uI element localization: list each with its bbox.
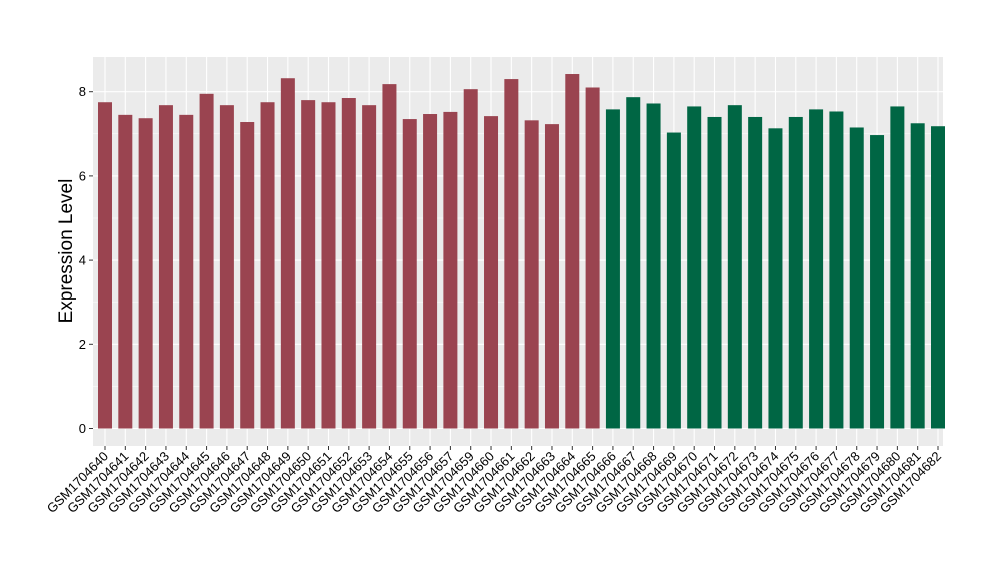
bar (341, 98, 356, 429)
bar (849, 127, 864, 429)
bar (727, 105, 742, 429)
y-tick-label: 4 (79, 253, 86, 268)
bar (280, 78, 295, 429)
bar (524, 120, 539, 429)
y-tick-label: 8 (79, 84, 86, 99)
bar (544, 124, 559, 429)
bar (463, 89, 478, 429)
bar (788, 116, 803, 429)
y-axis: 0 2 4 6 8 (79, 84, 93, 436)
bar (504, 79, 519, 429)
bar (98, 102, 112, 429)
bar (362, 105, 377, 429)
y-tick-label: 2 (79, 337, 86, 352)
bar (301, 100, 316, 429)
bar (402, 119, 417, 429)
bar (870, 135, 885, 429)
bar (687, 106, 702, 429)
y-tick-label: 6 (79, 168, 86, 183)
bar (626, 97, 641, 429)
bar (666, 132, 681, 429)
bar (118, 114, 133, 429)
bar (179, 114, 194, 429)
bar (484, 116, 499, 429)
y-tick-label: 0 (79, 421, 86, 436)
bar (199, 93, 214, 429)
bar (707, 116, 722, 429)
bar (829, 111, 844, 429)
bar (260, 102, 275, 429)
bar (443, 111, 458, 429)
bar (138, 118, 153, 429)
bar (423, 114, 438, 429)
bar (931, 126, 945, 429)
bar (768, 128, 783, 429)
x-axis: GSM1704640GSM1704641GSM1704642GSM1704643… (44, 446, 944, 516)
bar (382, 84, 397, 429)
bar (748, 116, 763, 429)
bar (809, 109, 824, 429)
bar (585, 87, 600, 429)
bar (219, 105, 234, 429)
bar (890, 106, 905, 429)
bar (565, 74, 580, 429)
bar (910, 123, 925, 429)
bar (605, 109, 620, 429)
y-axis-title: Expression Level (56, 179, 77, 324)
bar (240, 122, 255, 429)
bar (158, 105, 173, 429)
bar (646, 103, 661, 429)
bars (98, 74, 945, 429)
bar (321, 102, 336, 429)
